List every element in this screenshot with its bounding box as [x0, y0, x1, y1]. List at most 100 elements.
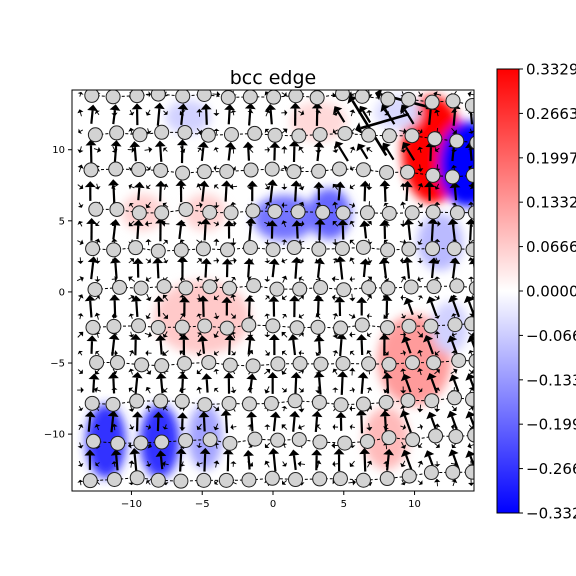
arrow-shaft: [283, 241, 285, 245]
displacement-arrow: [281, 368, 287, 375]
arrow-head: [154, 140, 166, 147]
atom: [424, 393, 440, 409]
displacement-arrow: [133, 181, 145, 201]
atom: [380, 91, 396, 107]
arrow-head: [332, 333, 339, 339]
arrow-shaft: [227, 109, 231, 125]
atom: [359, 205, 375, 221]
x-axis: −10 −5 0 5 10: [121, 491, 421, 510]
displacement-arrow: [332, 128, 339, 135]
displacement-arrow: [332, 387, 339, 393]
arrow-shaft: [147, 128, 149, 132]
colorbar-tick-label: −0.266: [526, 460, 576, 478]
arrow-head: [128, 127, 135, 132]
arrow-head: [196, 445, 203, 448]
displacement-arrow: [162, 239, 168, 245]
arrow-shaft: [366, 463, 370, 468]
arrow-head: [281, 220, 288, 225]
arrow-shaft: [146, 166, 149, 169]
arrow-head: [128, 111, 135, 116]
atom: [173, 242, 189, 258]
atom: [464, 97, 474, 113]
displacement-arrow: [196, 442, 203, 448]
displacement-arrow: [417, 349, 424, 357]
arrow-shaft: [417, 426, 421, 429]
arrow-shaft: [402, 204, 405, 209]
arrow-shaft: [266, 442, 271, 447]
atom: [270, 432, 286, 448]
displacement-arrow: [95, 461, 100, 467]
arrow-shaft: [295, 226, 299, 239]
arrow-head: [289, 295, 300, 302]
atom: [292, 281, 308, 297]
arrow-shaft: [228, 340, 231, 355]
arrow-shaft: [156, 263, 160, 279]
displacement-arrow: [213, 276, 220, 282]
arrow-shaft: [147, 481, 151, 485]
atom: [449, 278, 465, 294]
arrow-head: [332, 312, 339, 317]
displacement-arrow: [109, 294, 121, 318]
arrow-head: [366, 460, 373, 466]
displacement-arrow: [451, 479, 458, 487]
arrow-shaft: [384, 416, 388, 433]
displacement-arrow: [77, 294, 84, 302]
arrow-head: [199, 202, 203, 209]
atom: [401, 318, 417, 334]
displacement-arrow: [213, 220, 220, 227]
arrow-shaft: [266, 315, 269, 319]
displacement-arrow: [281, 405, 288, 412]
arrow-head: [244, 334, 256, 341]
arrow-head: [468, 257, 474, 265]
atom: [381, 205, 397, 221]
atom: [467, 427, 474, 443]
arrow-head: [400, 149, 407, 153]
arrow-shaft: [264, 370, 268, 375]
arrow-head: [109, 219, 121, 226]
displacement-arrow: [177, 255, 188, 280]
arrow-shaft: [469, 128, 472, 132]
arrow-shaft: [129, 109, 132, 114]
displacement-arrow: [313, 335, 325, 354]
arrow-head: [300, 110, 305, 116]
arrow-head: [94, 186, 101, 190]
arrow-head: [418, 332, 423, 338]
displacement-arrow: [281, 109, 288, 116]
arrow-head: [359, 447, 371, 455]
arrow-head: [356, 296, 368, 303]
arrow-shaft: [146, 293, 150, 299]
atom: [105, 90, 121, 105]
arrow-head: [281, 405, 288, 410]
displacement-arrow: [85, 139, 97, 163]
arrow-shaft: [181, 461, 184, 465]
atom: [131, 205, 147, 221]
arrow-head: [214, 406, 220, 412]
displacement-arrow: [175, 179, 187, 203]
arrow-head: [145, 405, 152, 409]
arrow-head: [196, 369, 202, 375]
displacement-arrow: [448, 295, 461, 318]
displacement-arrow: [131, 103, 143, 126]
arrow-shaft: [144, 332, 149, 336]
arrow-shaft: [203, 453, 207, 472]
displacement-arrow: [401, 142, 416, 161]
arrow-shaft: [197, 149, 200, 153]
arrow-shaft: [407, 302, 414, 316]
arrow-head: [265, 368, 271, 374]
displacement-arrow: [145, 480, 151, 485]
arrow-head: [179, 371, 186, 375]
arrow-shaft: [349, 203, 353, 206]
displacement-arrow: [200, 257, 212, 278]
arrow-head: [131, 411, 143, 418]
displacement-arrow: [201, 373, 213, 393]
atom: [354, 317, 370, 333]
displacement-arrow: [212, 91, 221, 98]
arrow-shaft: [198, 315, 201, 319]
displacement-arrow: [366, 387, 373, 394]
atom: [84, 395, 100, 411]
arrow-shaft: [112, 378, 116, 394]
arrow-shaft: [77, 333, 82, 338]
displacement-arrow: [311, 410, 323, 433]
arrow-head: [128, 202, 134, 207]
arrow-shaft: [265, 297, 268, 300]
